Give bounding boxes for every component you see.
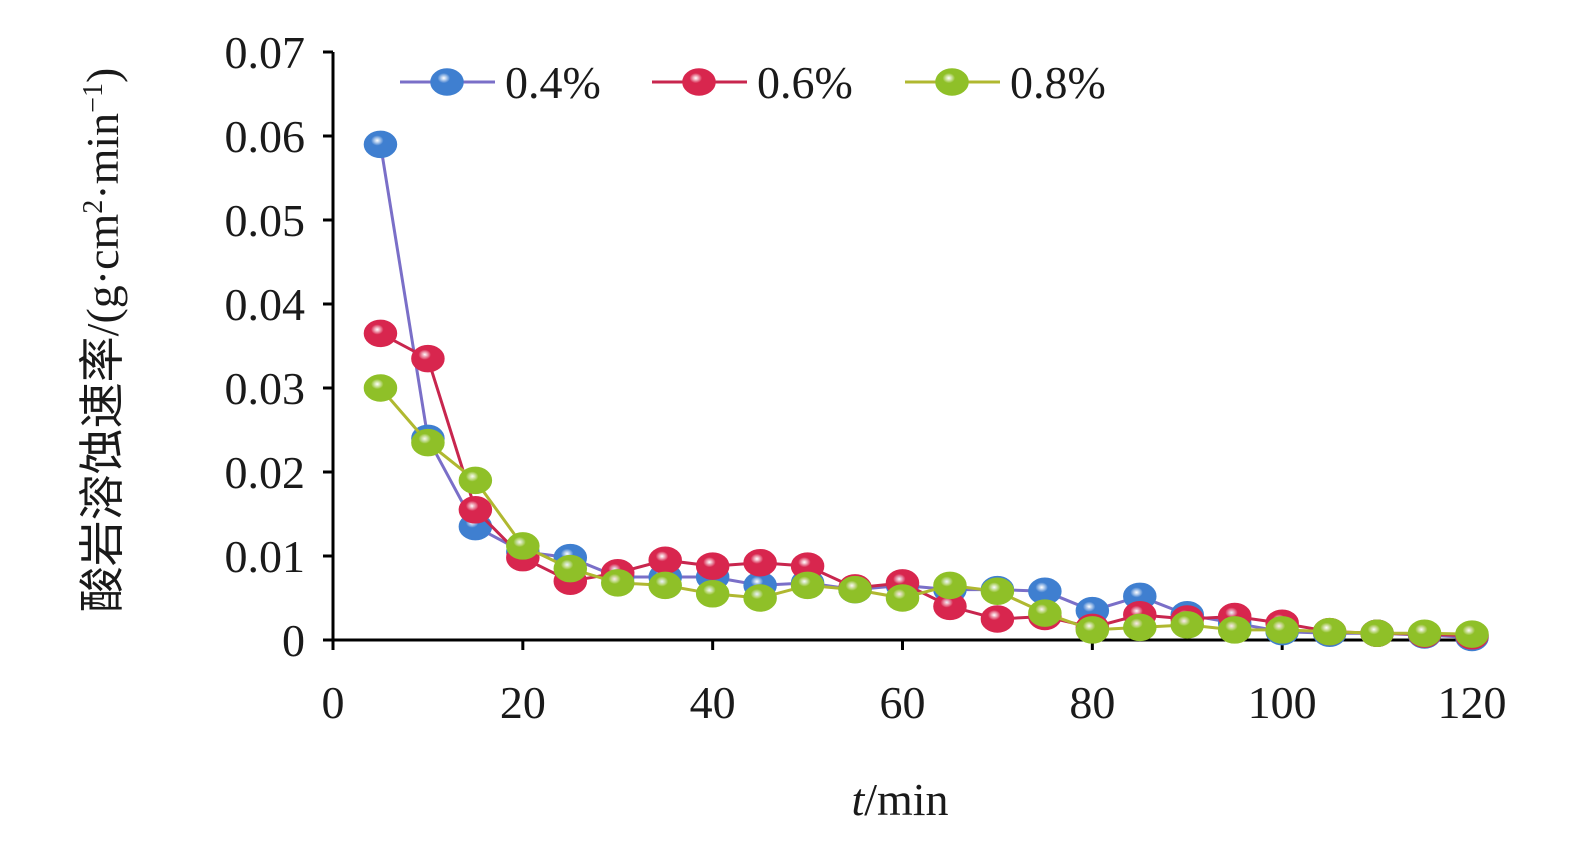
x-tick-label: 20: [500, 677, 546, 728]
series-0.8%: [363, 374, 1489, 648]
data-point: [1217, 616, 1252, 644]
legend-label: 0.6%: [757, 57, 853, 108]
y-tick-label: 0.03: [225, 363, 306, 414]
data-point: [1170, 611, 1204, 639]
y-tick-label: 0.02: [225, 447, 306, 498]
data-point: [411, 344, 445, 373]
y-tick-label: 0.01: [225, 531, 306, 582]
data-point: [980, 605, 1015, 633]
legend-item: 0.6%: [652, 57, 853, 108]
series-layer: [363, 130, 1489, 652]
data-point: [933, 571, 967, 600]
data-point: [1075, 616, 1110, 644]
x-axis-title-unit: /min: [864, 774, 948, 825]
data-point: [790, 571, 825, 600]
legend-marker: [430, 68, 464, 96]
data-point: [980, 577, 1015, 606]
data-point: [695, 580, 730, 608]
y-axis-title-end: ): [77, 68, 128, 83]
data-point: [695, 552, 730, 580]
y-tick-label: 0.04: [225, 279, 306, 330]
data-point: [553, 554, 588, 583]
x-tick-label: 0: [322, 677, 345, 728]
y-axis-title-mid: ·min: [77, 113, 128, 200]
data-point: [1360, 619, 1394, 648]
legend-item: 0.4%: [400, 57, 601, 108]
data-point: [506, 532, 540, 560]
data-point: [458, 496, 493, 524]
legend-marker: [935, 68, 969, 96]
data-point: [743, 548, 777, 577]
y-tick-label: 0.07: [225, 27, 306, 78]
data-point: [1312, 617, 1347, 646]
data-point: [363, 374, 398, 402]
data-point: [601, 569, 635, 597]
x-axis-title-italic: t: [851, 774, 865, 825]
data-point: [458, 466, 493, 495]
data-point: [885, 584, 920, 612]
x-tick-label: 40: [690, 677, 736, 728]
y-tick-label: 0.06: [225, 111, 306, 162]
series-0.4%: [363, 130, 1489, 652]
legend: 0.4% 0.6% 0.8%: [400, 57, 1106, 108]
legend-marker: [682, 68, 716, 96]
data-point: [743, 584, 777, 612]
y-axis-title-main: 酸岩溶蚀速率/(g·cm: [77, 213, 128, 612]
y-axis-title: 酸岩溶蚀速率/(g·cm2·min−1): [77, 68, 128, 613]
series-line: [379, 387, 1473, 636]
legend-item: 0.8%: [905, 57, 1106, 108]
x-tick-label: 80: [1069, 677, 1115, 728]
y-axis-title-sup2: −1: [78, 83, 109, 113]
data-point: [363, 319, 398, 348]
data-point: [648, 571, 682, 600]
axes: 0 0.01 0.02 0.03 0.04 0.05 0.06 0.07 0 20 40 60 80 10…: [225, 27, 1507, 728]
series-0.6%: [363, 319, 1489, 650]
series-line: [379, 144, 1473, 639]
data-point: [363, 130, 398, 159]
y-axis-title-sup1: 2: [78, 200, 109, 214]
data-point: [838, 575, 872, 604]
data-point: [648, 546, 682, 574]
data-point: [1265, 616, 1299, 644]
y-tick-label: 0.05: [225, 195, 306, 246]
legend-label: 0.8%: [1010, 57, 1106, 108]
x-axis-title: t/min: [851, 774, 948, 825]
data-point: [1455, 620, 1489, 648]
x-tick-label: 120: [1438, 677, 1507, 728]
data-point: [411, 428, 445, 457]
data-point: [1123, 613, 1157, 642]
x-tick-label: 60: [880, 677, 926, 728]
data-point: [1028, 599, 1062, 627]
x-tick-label: 100: [1248, 677, 1317, 728]
data-point: [1407, 619, 1442, 648]
legend-label: 0.4%: [505, 57, 601, 108]
y-tick-label: 0: [282, 615, 305, 666]
